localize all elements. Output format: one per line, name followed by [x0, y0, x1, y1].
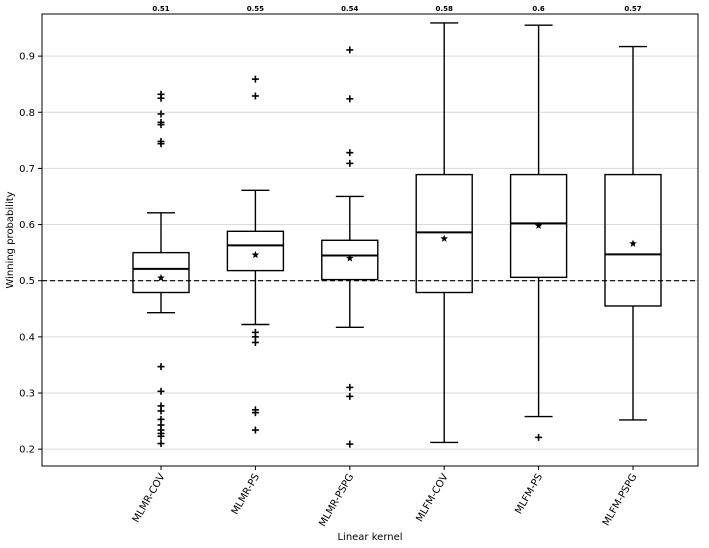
y-tick-label: 0.7 — [19, 164, 35, 175]
mean-label: 0.51 — [152, 5, 169, 13]
outlier-marker — [251, 338, 259, 346]
outlier-marker — [346, 46, 354, 54]
plot-frame — [41, 13, 699, 467]
box-mlfm-pspg — [604, 45, 662, 421]
outlier-marker — [157, 94, 165, 102]
mean-marker — [251, 250, 260, 259]
outlier-marker — [251, 92, 259, 100]
mean-label: 0.6 — [532, 5, 545, 13]
outlier-marker — [346, 149, 354, 157]
outlier-marker — [157, 110, 165, 118]
mean-label: 0.58 — [436, 5, 453, 13]
outlier-marker — [251, 75, 259, 83]
mean-label: 0.55 — [247, 5, 264, 13]
outlier-marker — [157, 432, 165, 440]
outlier-marker — [157, 363, 165, 371]
iqr-box — [321, 239, 379, 281]
box-mlfm-ps — [509, 24, 568, 441]
y-tick-label: 0.6 — [19, 220, 35, 231]
box-mlmr-pspg — [321, 46, 379, 448]
outlier-marker — [251, 426, 259, 434]
outlier-marker — [157, 140, 165, 148]
y-tick-label: 0.3 — [19, 389, 35, 400]
y-tick-label: 0.9 — [19, 52, 35, 63]
iqr-box — [604, 173, 662, 307]
x-axis-title: Linear kernel — [337, 532, 402, 543]
outlier-marker — [346, 95, 354, 103]
y-tick-label: 0.5 — [19, 276, 35, 287]
box-mlmr-cov — [132, 90, 190, 448]
outlier-marker — [346, 440, 354, 448]
mean-label: 0.54 — [341, 5, 358, 13]
mean-marker — [440, 234, 448, 242]
y-tick-label: 0.2 — [19, 445, 35, 456]
outlier-marker — [346, 383, 354, 391]
outlier-marker — [157, 387, 165, 395]
outlier-marker — [157, 407, 165, 415]
outlier-marker — [251, 409, 259, 417]
outlier-marker — [346, 392, 354, 400]
outlier-marker — [157, 440, 165, 448]
box-mlmr-ps — [226, 75, 285, 434]
boxes — [132, 22, 662, 448]
mean-labels: 0.51 0.55 0.54 0.58 0.6 0.57 — [152, 5, 641, 13]
grid-lines — [42, 55, 698, 450]
y-tick-label: 0.4 — [19, 332, 35, 343]
box-mlfm-cov — [415, 22, 473, 444]
mean-marker — [346, 254, 354, 262]
mean-marker — [157, 273, 165, 282]
iqr-box — [415, 173, 473, 294]
iqr-box — [132, 251, 190, 294]
mean-label: 0.57 — [624, 5, 641, 13]
y-tick-label: 0.8 — [19, 108, 35, 119]
outlier-marker — [346, 159, 354, 167]
outlier-marker — [535, 433, 543, 441]
iqr-box — [509, 173, 568, 279]
mean-marker — [629, 239, 637, 247]
y-axis-ticks: 0.2 0.3 0.4 0.5 0.6 0.7 0.8 0.9 — [19, 52, 42, 456]
y-axis-title: Winning probability — [5, 191, 16, 288]
mean-marker — [534, 221, 543, 229]
outlier-marker — [157, 121, 165, 129]
iqr-box — [226, 230, 285, 272]
